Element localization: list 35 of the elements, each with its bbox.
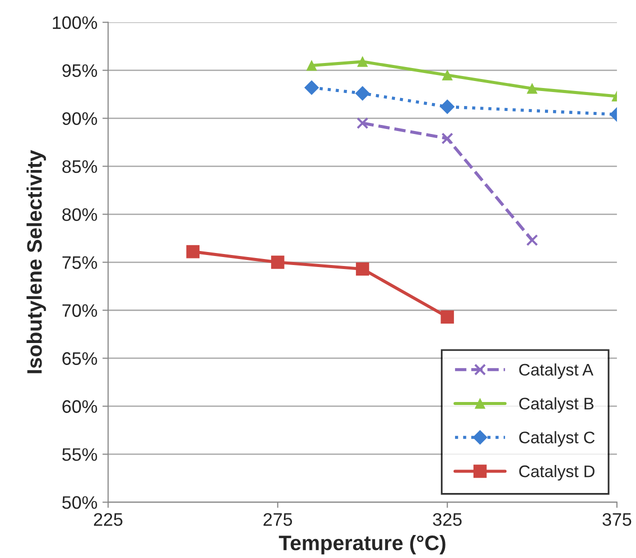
point — [441, 132, 454, 144]
y-tick-label: 100% — [52, 16, 98, 30]
legend-label: Catalyst B — [519, 397, 594, 413]
legend-label: Catalyst C — [519, 431, 595, 447]
y-tick-label: 95% — [62, 64, 98, 78]
point — [306, 60, 317, 71]
x-tick-label: 325 — [432, 513, 462, 526]
y-axis-title: Isobutylene Selectivity — [26, 150, 46, 374]
y-tick-label: 65% — [62, 352, 98, 365]
x-tick-label: 225 — [94, 513, 122, 526]
point — [356, 117, 368, 129]
legend-label: Catalyst D — [519, 464, 594, 481]
point — [526, 83, 538, 94]
point — [271, 256, 284, 269]
point — [357, 56, 368, 67]
point — [442, 70, 453, 80]
legend-label: Catalyst A — [519, 363, 594, 379]
x-axis-title: Temperature (°C) — [278, 535, 446, 554]
y-tick-label: 55% — [62, 448, 98, 461]
y-tick-label: 80% — [62, 208, 98, 221]
x-tick-label: 375 — [602, 513, 632, 526]
y-tick-label: 60% — [62, 400, 98, 413]
point — [355, 86, 370, 101]
y-tick-label: 50% — [62, 496, 98, 509]
point — [526, 234, 538, 246]
point — [186, 245, 200, 258]
point — [356, 262, 370, 276]
point — [440, 310, 454, 324]
y-tick-label: 75% — [62, 256, 98, 269]
x-tick-label: 275 — [264, 513, 292, 526]
y-tick-label: 85% — [62, 160, 98, 174]
y-tick-label: 90% — [62, 112, 98, 126]
point — [440, 100, 455, 114]
point — [304, 80, 319, 95]
y-tick-label: 70% — [62, 304, 98, 317]
